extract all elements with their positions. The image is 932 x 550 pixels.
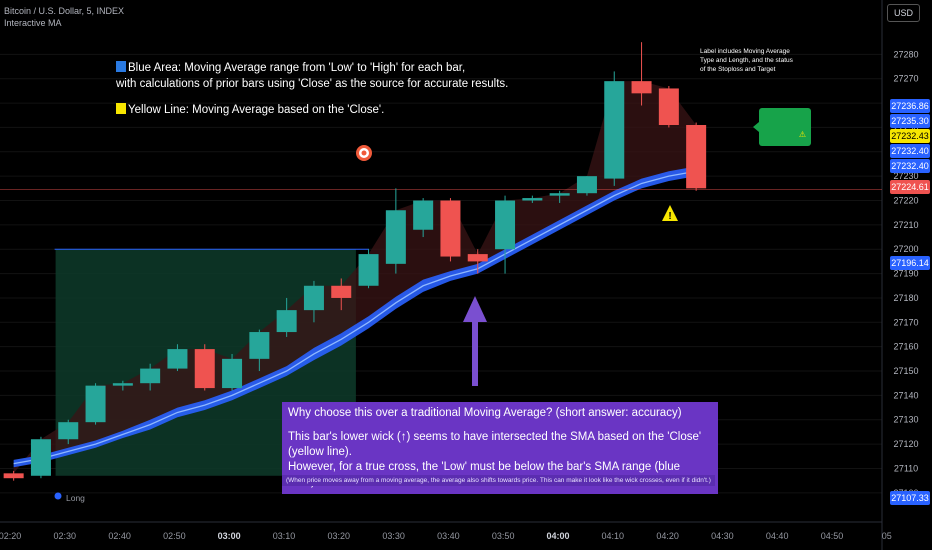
x-tick-label: 03:10 <box>273 531 296 541</box>
ma-info-label[interactable]: ⚠ <box>753 108 811 146</box>
candle-body <box>30 439 51 476</box>
candle-body <box>604 81 625 179</box>
y-tick-label: 27200 <box>893 244 918 254</box>
price-label: 27232.40 <box>890 159 930 173</box>
candle-body <box>112 383 133 386</box>
candle-body <box>331 285 352 298</box>
warning-mark: ! <box>668 211 671 222</box>
ma-range-band <box>13 166 697 468</box>
y-tick-label: 27160 <box>893 342 918 352</box>
blue-note-line2: with calculations of prior bars using 'C… <box>116 78 509 90</box>
y-tick-label: 27170 <box>893 317 918 327</box>
explanation-footnote: (When price moves away from a moving ave… <box>282 475 715 486</box>
y-tick-label: 27220 <box>893 196 918 206</box>
x-tick-label: 03:40 <box>437 531 460 541</box>
currency-button[interactable]: USD <box>886 4 920 22</box>
y-tick-label: 27120 <box>893 439 918 449</box>
y-tick-label: 27110 <box>894 463 918 473</box>
price-label: 27107.33 <box>890 491 930 505</box>
label-pointer <box>753 122 759 132</box>
blue-note-line1: Blue Area: Moving Average range from 'Lo… <box>128 62 466 74</box>
price-label: 27236.86 <box>890 99 930 113</box>
y-tick-label: 27230 <box>893 171 918 181</box>
y-tick-label: 27130 <box>893 415 918 425</box>
blue-area-note: Blue Area: Moving Average range from 'Lo… <box>116 60 508 92</box>
indicator-name: Interactive MA <box>4 18 62 28</box>
y-tick-label: 27180 <box>893 293 918 303</box>
warning-icon: ⚠ <box>798 130 806 139</box>
x-tick-label: 04:40 <box>766 531 789 541</box>
long-tag: Long <box>66 493 85 503</box>
candle-body <box>467 254 488 262</box>
price-label: 27224.61 <box>890 180 930 194</box>
price-label: 27232.40 <box>890 144 930 158</box>
price-label: 27232.43 <box>890 129 930 143</box>
candle-body <box>3 473 24 479</box>
x-tick-label: 04:20 <box>656 531 679 541</box>
price-label: 27196.14 <box>890 256 930 270</box>
explanation-question: Why choose this over a traditional Movin… <box>288 407 682 419</box>
candle-body <box>686 125 707 189</box>
x-tick-label: 02:40 <box>108 531 131 541</box>
y-tick-label: 27150 <box>893 366 918 376</box>
x-tick-label: 04:10 <box>602 531 625 541</box>
x-tick-label: 02:20 <box>0 531 21 541</box>
x-tick-label: 03:20 <box>328 531 351 541</box>
y-tick-label: 27280 <box>893 49 918 59</box>
y-tick-label: 27190 <box>893 269 918 279</box>
target-icon-center <box>361 150 367 156</box>
x-tick-label: 02:50 <box>163 531 186 541</box>
explanation-line1: This bar's lower wick (↑) seems to have … <box>288 431 702 458</box>
x-tick-label: 03:00 <box>218 531 241 541</box>
candle-body <box>222 358 243 389</box>
candle-body <box>522 198 543 201</box>
ma-close-line <box>13 170 697 465</box>
candle-body <box>413 200 434 230</box>
y-tick-label: 27270 <box>893 74 918 84</box>
ma-fill-area <box>13 81 697 474</box>
symbol-title: Bitcoin / U.S. Dollar, 5, INDEX <box>4 6 125 16</box>
candle-body <box>85 385 106 423</box>
candle-body <box>385 210 406 264</box>
x-tick-label: 03:50 <box>492 531 515 541</box>
candle-body <box>440 200 461 257</box>
candle-body <box>576 176 597 194</box>
yellow-square-icon <box>116 103 126 114</box>
warning-triangle-icon <box>662 205 678 221</box>
x-tick-label: 04:30 <box>711 531 734 541</box>
yellow-note-text: Yellow Line: Moving Average based on the… <box>128 104 385 116</box>
candle-body <box>167 349 188 369</box>
candle-body <box>358 254 379 286</box>
candle-body <box>194 349 215 389</box>
candle-body <box>495 200 516 250</box>
candle-body <box>303 285 324 311</box>
candle-body <box>140 368 161 384</box>
x-tick-label: 05 <box>882 531 892 541</box>
candle-body <box>276 310 297 333</box>
x-tick-label: 04:00 <box>546 531 569 541</box>
candle-body <box>549 193 570 196</box>
yellow-line-note: Yellow Line: Moving Average based on the… <box>116 102 384 118</box>
candle-body <box>631 81 652 94</box>
x-tick-label: 03:30 <box>382 531 405 541</box>
x-tick-label: 04:50 <box>821 531 844 541</box>
up-arrow-head <box>463 296 487 322</box>
x-tick-label: 02:30 <box>54 531 77 541</box>
candle-body <box>58 422 79 440</box>
blue-square-icon <box>116 61 126 72</box>
candle-body <box>249 332 270 359</box>
candle-body <box>658 88 679 125</box>
y-tick-label: 27210 <box>893 220 918 230</box>
price-label: 27235.30 <box>890 114 930 128</box>
long-dot-icon <box>54 492 62 500</box>
y-tick-label: 27140 <box>893 390 918 400</box>
label-note: Label includes Moving Average Type and L… <box>700 48 793 73</box>
